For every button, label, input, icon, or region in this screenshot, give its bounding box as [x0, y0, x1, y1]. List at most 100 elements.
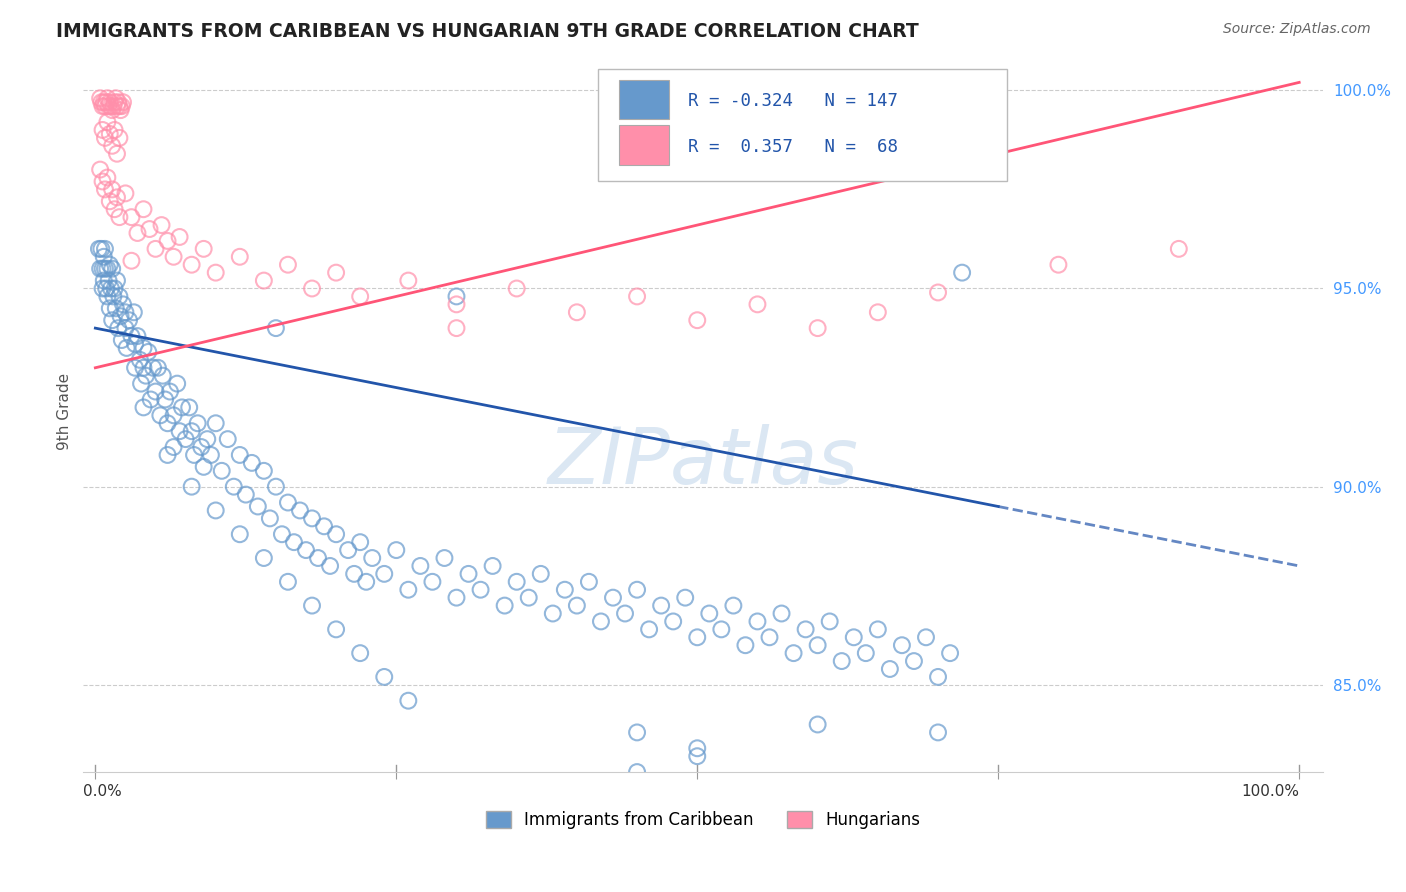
Point	[747, 615, 769, 629]
Point	[246, 500, 269, 514]
Point	[145, 242, 167, 256]
Point	[105, 99, 128, 113]
Point	[132, 360, 155, 375]
Point	[818, 615, 841, 629]
Point	[229, 527, 252, 541]
Point	[723, 599, 745, 613]
Point	[939, 646, 962, 660]
Point	[162, 250, 184, 264]
Point	[312, 519, 335, 533]
Point	[180, 424, 202, 438]
Point	[222, 480, 245, 494]
Point	[271, 527, 294, 541]
Point	[98, 194, 121, 209]
Point	[90, 95, 112, 110]
Point	[101, 313, 124, 327]
Point	[259, 511, 281, 525]
Point	[927, 670, 949, 684]
Point	[457, 566, 479, 581]
Point	[446, 297, 468, 311]
Point	[104, 281, 127, 295]
Point	[301, 511, 323, 525]
Text: 100.0%: 100.0%	[1241, 784, 1299, 799]
Point	[686, 749, 709, 764]
Point	[903, 654, 925, 668]
Point	[132, 341, 155, 355]
Point	[114, 305, 136, 319]
Point	[124, 337, 146, 351]
Point	[104, 95, 127, 110]
Point	[295, 543, 318, 558]
Point	[122, 305, 145, 319]
Point	[409, 558, 432, 573]
Point	[98, 95, 121, 110]
Point	[104, 91, 127, 105]
Point	[673, 591, 696, 605]
Point	[108, 210, 131, 224]
Point	[890, 638, 912, 652]
Point	[107, 321, 129, 335]
Text: ZIPatlas: ZIPatlas	[548, 424, 859, 500]
Point	[264, 480, 287, 494]
Point	[93, 274, 115, 288]
Point	[915, 630, 938, 644]
Point	[505, 574, 527, 589]
Point	[626, 765, 648, 780]
Point	[193, 242, 215, 256]
Point	[446, 321, 468, 335]
Point	[149, 409, 172, 423]
FancyBboxPatch shape	[598, 69, 1007, 180]
Point	[132, 202, 155, 217]
Point	[807, 321, 830, 335]
Point	[782, 646, 804, 660]
Text: IMMIGRANTS FROM CARIBBEAN VS HUNGARIAN 9TH GRADE CORRELATION CHART: IMMIGRANTS FROM CARIBBEAN VS HUNGARIAN 9…	[56, 22, 920, 41]
Point	[530, 566, 553, 581]
Point	[129, 376, 152, 391]
Point	[337, 543, 360, 558]
Point	[138, 222, 160, 236]
Point	[98, 127, 121, 141]
Point	[127, 226, 149, 240]
Point	[103, 99, 125, 113]
Point	[565, 305, 588, 319]
Point	[105, 190, 128, 204]
Point	[156, 448, 179, 462]
Point	[104, 202, 127, 217]
Point	[139, 392, 162, 407]
Point	[120, 210, 142, 224]
Point	[235, 487, 257, 501]
Point	[120, 329, 142, 343]
Point	[277, 495, 299, 509]
Point	[96, 91, 118, 105]
Legend: Immigrants from Caribbean, Hungarians: Immigrants from Caribbean, Hungarians	[479, 805, 927, 836]
Point	[104, 301, 127, 316]
Point	[100, 281, 122, 295]
Point	[87, 242, 110, 256]
Point	[866, 623, 889, 637]
Point	[264, 321, 287, 335]
Point	[146, 360, 169, 375]
Point	[770, 607, 793, 621]
Point	[142, 360, 165, 375]
Point	[101, 182, 124, 196]
Point	[325, 527, 347, 541]
Point	[433, 551, 456, 566]
Point	[626, 582, 648, 597]
Point	[349, 289, 371, 303]
Point	[253, 464, 276, 478]
Point	[89, 261, 111, 276]
Point	[110, 103, 132, 117]
Point	[253, 551, 276, 566]
Point	[110, 310, 132, 324]
Point	[1167, 242, 1189, 256]
Point	[96, 95, 118, 110]
Point	[93, 95, 115, 110]
Point	[91, 99, 114, 113]
Point	[200, 448, 222, 462]
Point	[373, 566, 395, 581]
Point	[354, 574, 377, 589]
Point	[565, 599, 588, 613]
FancyBboxPatch shape	[619, 79, 669, 120]
Point	[91, 261, 114, 276]
Point	[396, 694, 419, 708]
